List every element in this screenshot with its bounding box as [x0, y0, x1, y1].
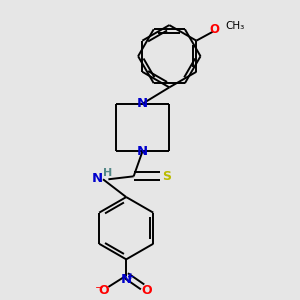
Text: +: + — [127, 272, 135, 281]
Text: −: − — [94, 284, 103, 293]
Text: O: O — [209, 23, 219, 36]
Text: N: N — [121, 273, 132, 286]
Text: S: S — [162, 170, 171, 183]
Text: N: N — [92, 172, 103, 185]
Text: O: O — [142, 284, 152, 297]
Text: N: N — [137, 145, 148, 158]
Text: H: H — [103, 168, 112, 178]
Text: CH₃: CH₃ — [225, 21, 244, 32]
Text: N: N — [137, 97, 148, 110]
Text: O: O — [99, 284, 109, 297]
